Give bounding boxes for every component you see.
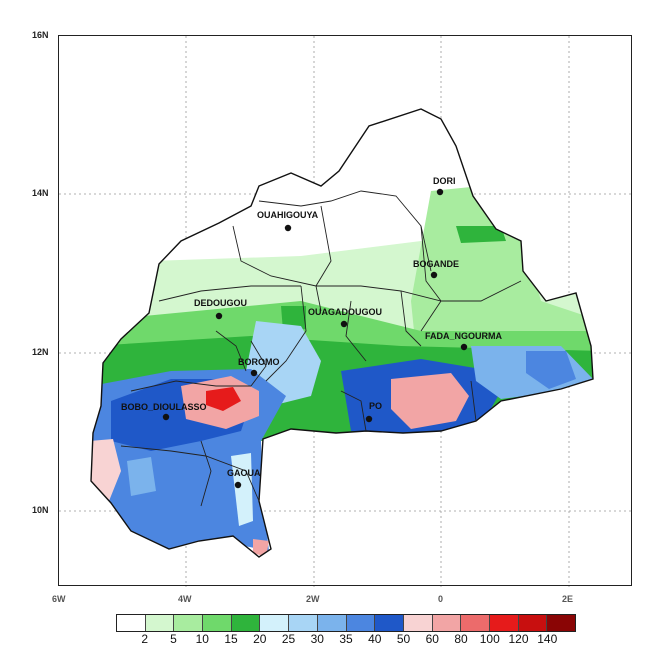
city-dot-gaoua [234, 481, 242, 489]
city-label-bogande: BOGANDE [413, 259, 459, 269]
lon-tick-4w: 4W [178, 594, 192, 604]
city-dot-ouagadougou [340, 320, 348, 328]
colorbar-swatch [231, 615, 261, 631]
city-label-gaoua: GAOUA [227, 468, 261, 478]
city-dot-dori [436, 188, 444, 196]
city-label-boromo: BOROMO [238, 357, 280, 367]
colorbar-swatch [432, 615, 462, 631]
lat-tick-10n: 10N [32, 505, 49, 515]
colorbar-swatch [547, 615, 575, 631]
colorbar-swatch [317, 615, 347, 631]
country-border [90, 108, 594, 558]
colorbar-label: 15 [224, 632, 238, 646]
colorbar-label: 25 [281, 632, 296, 646]
city-label-po: PO [369, 401, 382, 411]
city-dot-fada-ngourma [460, 343, 468, 351]
colorbar-label: 30 [310, 632, 324, 646]
colorbar-swatch [260, 615, 290, 631]
colorbar-swatch [518, 615, 548, 631]
lon-tick-2e: 2E [562, 594, 574, 604]
city-dot-po [365, 415, 373, 423]
lon-tick-0: 0 [438, 594, 444, 604]
colorbar-label: 140 [537, 632, 558, 646]
colorbar-swatch [174, 615, 204, 631]
lat-tick-14n: 14N [32, 188, 49, 198]
city-label-dedougou: DEDOUGOU [194, 298, 247, 308]
colorbar-label: 2 [141, 632, 149, 646]
colorbar-swatch [117, 615, 146, 631]
city-dot-dedougou [215, 312, 223, 320]
rainfall-map: DORI OUAHIGOUYA BOGANDE DEDOUGOU OUAGADO… [59, 36, 633, 587]
lat-tick-12n: 12N [32, 347, 49, 357]
colorbar-swatch [203, 615, 232, 631]
colorbar-label: 10 [195, 632, 209, 646]
city-dot-ouahigouya [284, 224, 292, 232]
lon-tick-2w: 2W [306, 594, 320, 604]
colorbar-swatch [489, 615, 519, 631]
colorbar-label: 20 [253, 632, 267, 646]
colorbar-swatch [403, 615, 433, 631]
colorbar-label: 100 [479, 632, 500, 646]
region-boundaries [120, 190, 522, 507]
lon-tick-6w: 6W [52, 594, 66, 604]
lat-tick-16n: 16N [32, 30, 49, 40]
colorbar-swatch [375, 615, 404, 631]
map-frame: DORI OUAHIGOUYA BOGANDE DEDOUGOU OUAGADO… [58, 35, 633, 587]
colorbar-label: 35 [339, 632, 353, 646]
city-label-dori: DORI [433, 176, 456, 186]
colorbar-label: 120 [508, 632, 529, 646]
colorbar-swatch [461, 615, 490, 631]
colorbar-label: 40 [368, 632, 382, 646]
colorbar-label: 80 [454, 632, 468, 646]
colorbar-label: 5 [170, 632, 177, 646]
city-label-ouagadougou: OUAGADOUGOU [308, 307, 382, 317]
city-dot-bobo-dioulasso [162, 413, 170, 421]
colorbar-label: 50 [396, 632, 411, 646]
city-dot-bogande [430, 271, 438, 279]
colorbar-swatch [289, 615, 318, 631]
colorbar [116, 614, 576, 632]
colorbar-swatch [145, 615, 175, 631]
colorbar-label: 60 [425, 632, 439, 646]
city-label-ouahigouya: OUAHIGOUYA [257, 210, 319, 220]
colorbar-labels: 2 5 10 15 20 25 30 35 40 50 60 80 100 120 140 [116, 632, 576, 648]
colorbar-swatch [346, 615, 376, 631]
city-label-fada-ngourma: FADA_NGOURMA [425, 331, 503, 341]
city-dot-boromo [250, 369, 258, 377]
city-label-bobo-dioulasso: BOBO_DIOULASSO [121, 402, 207, 412]
city-markers: DORI OUAHIGOUYA BOGANDE DEDOUGOU OUAGADO… [121, 176, 503, 489]
